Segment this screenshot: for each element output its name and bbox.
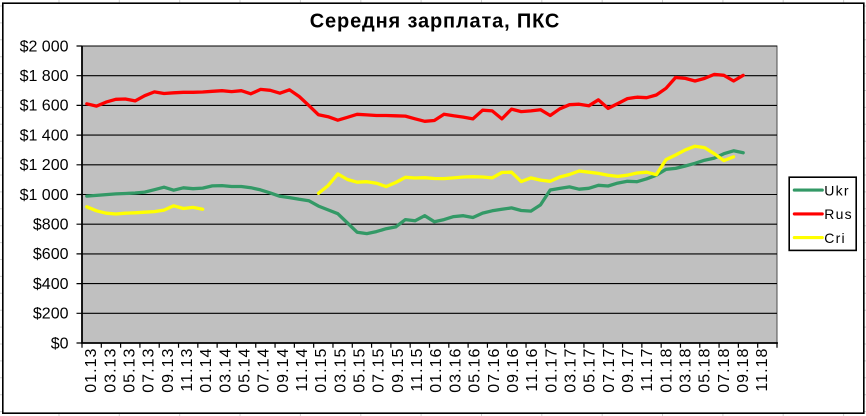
- svg-text:09.17: 09.17: [620, 348, 637, 393]
- svg-text:$1 800: $1 800: [20, 68, 69, 85]
- svg-text:03.13: 03.13: [102, 348, 119, 393]
- svg-text:09.14: 09.14: [275, 348, 292, 393]
- svg-text:01.13: 01.13: [83, 348, 100, 393]
- svg-text:09.16: 09.16: [505, 348, 522, 393]
- svg-text:$1 000: $1 000: [20, 187, 69, 204]
- svg-text:11.15: 11.15: [409, 348, 426, 392]
- svg-text:$0: $0: [51, 335, 69, 352]
- svg-text:03.15: 03.15: [332, 348, 349, 393]
- svg-text:05.13: 05.13: [121, 348, 138, 393]
- svg-text:09.15: 09.15: [390, 348, 407, 393]
- svg-text:11.14: 11.14: [294, 348, 311, 392]
- svg-text:$1 200: $1 200: [20, 157, 69, 174]
- svg-text:07.17: 07.17: [601, 348, 618, 393]
- svg-text:Ukr: Ukr: [824, 182, 850, 198]
- svg-text:07.16: 07.16: [486, 348, 503, 393]
- svg-text:03.16: 03.16: [447, 348, 464, 393]
- svg-text:05.17: 05.17: [582, 348, 599, 393]
- svg-text:01.17: 01.17: [543, 348, 560, 393]
- svg-text:$1 400: $1 400: [20, 127, 69, 144]
- svg-text:01.14: 01.14: [198, 348, 215, 393]
- svg-text:07.15: 07.15: [371, 348, 388, 393]
- svg-text:$1 600: $1 600: [20, 98, 69, 115]
- svg-text:09.13: 09.13: [160, 348, 177, 393]
- svg-text:07.18: 07.18: [716, 348, 733, 393]
- svg-text:$2 000: $2 000: [20, 38, 69, 55]
- svg-text:11.16: 11.16: [524, 348, 541, 392]
- svg-text:01.16: 01.16: [428, 348, 445, 393]
- svg-text:Середня зарплата, ПКС: Середня зарплата, ПКС: [310, 10, 560, 32]
- svg-text:11.13: 11.13: [179, 348, 196, 392]
- svg-text:01.18: 01.18: [658, 348, 675, 393]
- svg-text:Rus: Rus: [824, 206, 853, 222]
- svg-text:07.13: 07.13: [141, 348, 158, 393]
- svg-text:11.17: 11.17: [639, 348, 656, 392]
- svg-text:05.15: 05.15: [352, 348, 369, 393]
- svg-text:$600: $600: [33, 246, 69, 263]
- svg-text:05.14: 05.14: [237, 348, 254, 393]
- svg-text:Cri: Cri: [824, 230, 846, 246]
- svg-text:05.18: 05.18: [697, 348, 714, 393]
- svg-text:07.14: 07.14: [256, 348, 273, 393]
- svg-text:01.15: 01.15: [313, 348, 330, 393]
- svg-text:11.18: 11.18: [754, 348, 771, 392]
- svg-text:03.14: 03.14: [217, 348, 234, 393]
- svg-text:05.16: 05.16: [467, 347, 484, 392]
- svg-text:09.18: 09.18: [735, 348, 752, 393]
- svg-text:$800: $800: [33, 217, 69, 234]
- svg-text:$200: $200: [33, 306, 69, 323]
- svg-text:03.18: 03.18: [678, 348, 695, 393]
- svg-text:$400: $400: [33, 276, 69, 293]
- svg-text:03.17: 03.17: [563, 348, 580, 393]
